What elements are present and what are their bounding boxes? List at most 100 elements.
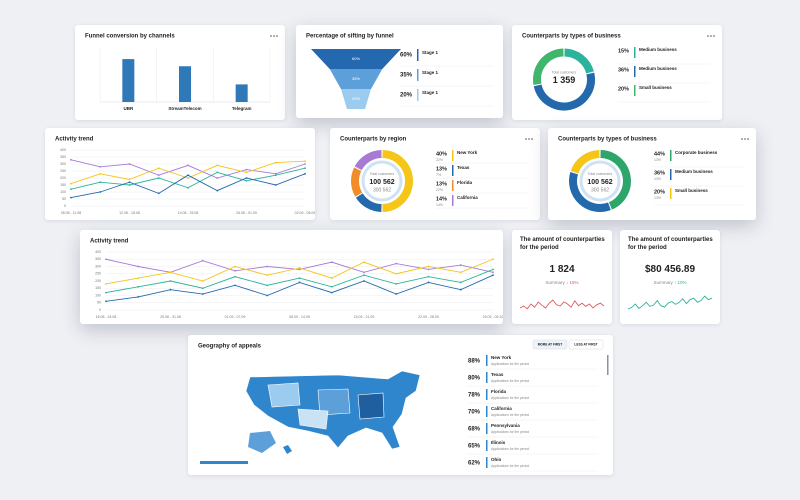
trend-point [99,165,102,168]
stage-name: Stage 1 [422,90,439,95]
trend-point [427,275,430,278]
trend-point [70,182,72,185]
trend-point [187,174,189,177]
item-name: New York [491,355,512,360]
card-title: Geography of appeals [198,344,262,350]
menu-icon [531,138,533,140]
card: Activity trend 0 50 100 150 200 250 300 350 400 18… [80,230,503,324]
trend-point [427,268,430,271]
x-tick-label: 15.09 - 21.09 [354,315,375,319]
trend-point [395,262,398,265]
trend-point [304,160,306,163]
sort-button-label[interactable]: MORE AT FIRST [538,343,562,347]
sort-button[interactable] [568,339,604,350]
trend-point [201,293,204,295]
item-marker [452,195,454,206]
trend-point [201,280,204,282]
item-name: Small business [675,188,708,193]
trend-point [201,259,204,262]
donut-segment [600,150,631,210]
item-percent: 88% [468,359,481,365]
card-canvas: Percentage of sifting by funnel 60% 60% Sta… [306,34,493,109]
trend-point [137,265,140,268]
trend-point [234,275,236,278]
sparkline [627,295,713,310]
item-marker [634,85,636,96]
trend-point [266,274,269,277]
total-value: 1 359 [553,75,576,85]
total-label: Total customers [552,70,577,74]
trend-point [363,261,365,264]
y-tick-label: 200 [60,176,66,180]
sort-button[interactable] [532,339,568,350]
item-name: Texas [457,165,470,170]
menu-icon [276,35,278,37]
item-percent: 44% [654,151,665,157]
item-name: Small business [639,85,672,90]
x-tick-label: 19.08 - 25.08 [178,211,199,215]
trend-point [216,164,219,167]
trend-point [70,158,72,161]
x-tick-label: 08.09 - 14.09 [289,315,310,319]
funnel-stage-label: 35% [352,76,360,81]
trend-point [157,167,160,170]
card-canvas [519,299,605,310]
trend-point [492,274,494,277]
trend-point [169,288,172,291]
donut-segment [533,72,595,111]
trend-point [330,261,333,264]
trend-point [137,285,140,288]
bar [179,66,191,102]
y-tick-label: 400 [95,250,101,254]
item-percent: 20% [654,189,665,195]
stage-name: Stage 1 [422,50,439,55]
funnel-stage [341,89,371,109]
menu-icon [747,138,749,140]
trend-point [298,267,301,269]
funnel-stage-label: 20% [352,96,360,101]
item-percent: 40% [436,151,447,157]
trend-point [459,288,462,291]
sort-button-label[interactable]: LESS AT FIRST [574,343,597,347]
trend-point [459,264,462,266]
trend-point [363,280,365,282]
trend-point [187,164,189,167]
stage-marker [417,49,419,61]
trend-point [274,184,277,186]
y-tick-label: 250 [95,272,101,276]
item-percent: 36% [654,170,665,176]
trend-point [169,271,172,274]
trend-point [459,271,462,274]
y-tick-label: 0 [99,308,101,312]
bar [122,59,135,102]
item-sub: Applications for the period [491,464,529,468]
y-tick-label: 50 [97,301,101,305]
card-canvas: Activity trend 0 50 100 150 200 250 300 350 400 05… [55,137,315,215]
y-tick-label: 300 [95,264,101,268]
kpi-summary: Summary ↓ 15% [512,280,612,285]
trend-point [395,283,398,285]
trend-line [105,258,494,273]
state-region [297,408,329,430]
trend-point [492,258,494,261]
trend-point [137,296,140,298]
menu-icon [273,35,275,37]
item-note: 22% [436,188,443,192]
trend-point [274,172,277,175]
total-value: 100 562 [369,179,394,186]
item-marker [486,389,488,400]
summary-label: Summary [545,280,565,285]
trend-point [187,177,189,179]
card-title: Counterparts by region [340,137,407,143]
trend-point [70,196,72,199]
card-title: Percentage of sifting by funnel [306,34,394,40]
item-percent: 36% [618,67,629,73]
trend-point [298,277,301,279]
card-canvas: Geography of appeals MORE AT FIRST LESS AT… [198,339,609,472]
trend-point [266,265,269,268]
donut-segment [351,167,363,197]
item-marker [486,423,488,434]
summary-change: ↑ 10% [674,280,687,285]
trend-point [169,280,172,282]
stage-percent: 60% [400,53,413,59]
